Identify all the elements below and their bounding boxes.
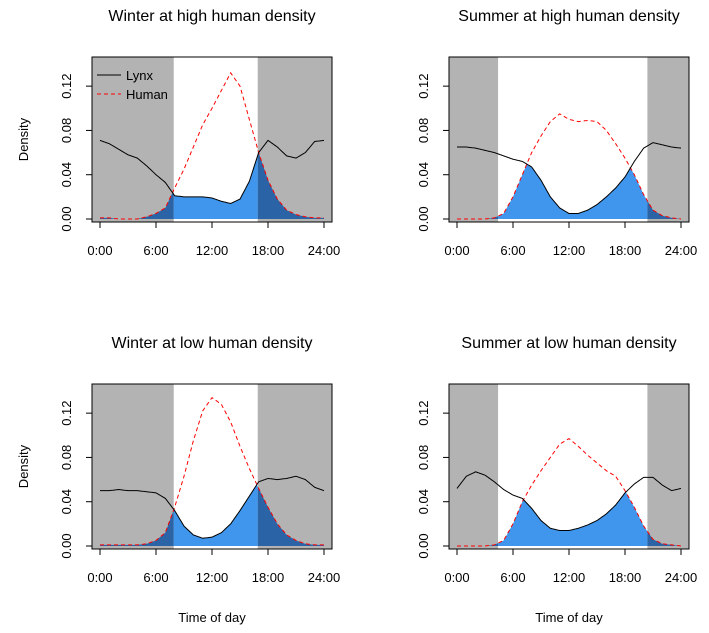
lynx-density-line (99, 139, 325, 205)
x-tick-label: 0:00 (87, 243, 112, 258)
y-tick-label: 0.08 (416, 445, 431, 470)
y-tick-label: 0.04 (416, 489, 431, 514)
x-tick-label: 24:00 (308, 243, 341, 258)
plot-area (449, 57, 689, 222)
x-tick-label: 6:00 (500, 243, 525, 258)
y-tick-label: 0.08 (59, 445, 74, 470)
human-density-line (100, 396, 324, 546)
x-tick-label: 6:00 (500, 570, 525, 585)
plot-area (449, 384, 689, 549)
night-shading-2 (647, 57, 689, 222)
y-tick-label: 0.00 (416, 533, 431, 558)
overlap-area-night-early (457, 216, 499, 219)
x-tick-label: 6:00 (143, 570, 168, 585)
night-shading-1 (92, 57, 174, 222)
lynx-density-line (100, 475, 325, 539)
x-tick-label: 12:00 (553, 243, 586, 258)
x-tick-label: 24:00 (308, 570, 341, 585)
chart-panel-1: Winter at high human density 0:00 6:00 12:0… (16, 8, 340, 258)
overlap-area-night-late (257, 486, 324, 546)
overlap-area-day (173, 484, 258, 546)
chart-title: Winter at high human density (108, 8, 315, 25)
x-tick-label: 18:00 (252, 243, 285, 258)
human-density-line (457, 113, 682, 220)
overlap-area-day (173, 155, 258, 219)
y-tick-label: 0.08 (416, 118, 431, 143)
x-tick-label: 18:00 (252, 570, 285, 585)
human-density-line (457, 438, 682, 547)
night-shading-1 (92, 384, 174, 549)
x-tick-label: 0:00 (444, 243, 469, 258)
lynx-density-line (456, 471, 682, 531)
y-tick-label: 0.12 (59, 73, 74, 98)
chart-panel-4: Summer at low human density 0:00 6:00 12:00… (416, 335, 697, 625)
human-density-line (100, 71, 324, 220)
legend-label-human: Human (126, 87, 168, 102)
legend: Lynx Human (97, 68, 168, 102)
y-tick-label: 0.00 (416, 206, 431, 231)
overlap-area-night-late (257, 152, 324, 219)
plot-area (92, 57, 332, 222)
overlap-area-day (498, 164, 648, 219)
y-tick-label: 0.08 (59, 118, 74, 143)
y-tick-label: 0.12 (416, 73, 431, 98)
x-tick-label: 0:00 (444, 570, 469, 585)
x-tick-label: 0:00 (87, 570, 112, 585)
y-tick-label: 0.00 (59, 206, 74, 231)
x-tick-label: 18:00 (609, 243, 642, 258)
night-shading-1 (449, 57, 499, 222)
overlap-area-night-early (100, 509, 174, 546)
lynx-density-line (457, 142, 682, 214)
y-tick-label: 0.12 (416, 400, 431, 425)
x-tick-label: 12:00 (196, 570, 229, 585)
overlap-area-night-early (457, 543, 499, 546)
y-tick-label: 0.12 (59, 400, 74, 425)
overlap-area-night-late (647, 200, 681, 219)
night-shading-2 (647, 384, 689, 549)
chart-title: Summer at low human density (461, 335, 676, 352)
legend-label-lynx: Lynx (126, 68, 153, 83)
y-tick-label: 0.04 (416, 162, 431, 187)
y-axis-label: Density (16, 117, 31, 161)
x-tick-label: 24:00 (665, 570, 698, 585)
chart-title: Summer at high human density (458, 8, 679, 25)
y-tick-label: 0.04 (59, 162, 74, 187)
y-tick-label: 0.04 (59, 489, 74, 514)
chart-panel-2: Summer at high human density 0:00 6:00 12:0… (416, 8, 697, 258)
chart-title: Winter at low human density (112, 335, 313, 352)
x-tick-label: 24:00 (665, 243, 698, 258)
x-tick-label: 12:00 (553, 570, 586, 585)
x-axis-label: Time of day (178, 610, 246, 625)
x-tick-label: 18:00 (609, 570, 642, 585)
x-tick-label: 6:00 (143, 243, 168, 258)
overlap-area-night-late (647, 531, 681, 546)
x-axis-label: Time of day (535, 610, 603, 625)
chart-panel-3: Winter at low human density 0:00 6:00 12:00… (16, 335, 340, 625)
overlap-area-night-early (100, 193, 174, 219)
night-shading-1 (449, 384, 499, 549)
x-tick-label: 12:00 (196, 243, 229, 258)
plot-area (92, 384, 332, 549)
y-tick-label: 0.00 (59, 533, 74, 558)
y-axis-label: Density (16, 444, 31, 488)
overlap-area-day (498, 492, 648, 546)
